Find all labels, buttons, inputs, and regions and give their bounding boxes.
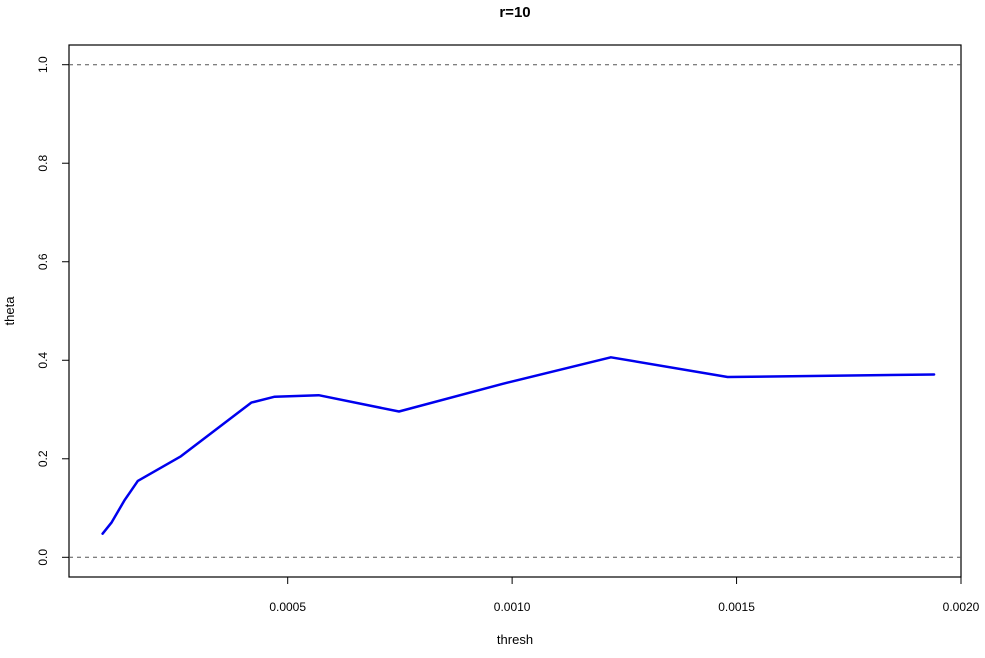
y-tick-label: 1.0 bbox=[36, 56, 50, 73]
y-axis-label: theta bbox=[2, 296, 17, 326]
x-axis-label: thresh bbox=[497, 632, 533, 647]
x-tick-label: 0.0020 bbox=[943, 600, 980, 614]
plot-frame bbox=[68, 44, 962, 578]
y-tick-label: 0.4 bbox=[36, 352, 50, 369]
chart-title: r=10 bbox=[499, 4, 530, 21]
x-tick-label: 0.0015 bbox=[718, 600, 755, 614]
reference-lines bbox=[69, 64, 961, 558]
x-tick-label: 0.0005 bbox=[269, 600, 306, 614]
x-axis: 0.0005 0.0010 0.0015 0.0020 bbox=[269, 577, 980, 614]
y-tick-label: 0.6 bbox=[36, 253, 50, 270]
y-tick-label: 0.2 bbox=[36, 450, 50, 467]
x-tick-label: 0.0010 bbox=[494, 600, 531, 614]
y-axis: 0.0 0.2 0.4 0.6 0.8 1.0 bbox=[36, 56, 69, 566]
series-line-theta bbox=[101, 356, 936, 535]
y-tick-label: 0.0 bbox=[36, 549, 50, 566]
y-tick-label: 0.8 bbox=[36, 155, 50, 172]
